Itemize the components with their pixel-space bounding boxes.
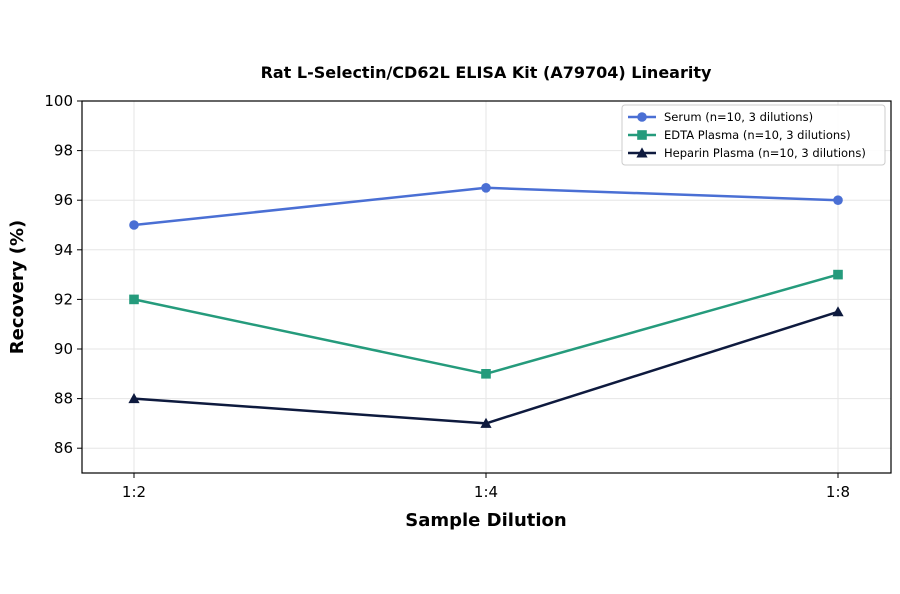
y-tick-label: 98 xyxy=(54,142,73,160)
series-1 xyxy=(129,183,843,230)
series-layer xyxy=(128,183,844,428)
legend-box xyxy=(621,104,886,166)
chart-title: Rat L-Selectin/CD62L ELISA Kit (A79704) … xyxy=(261,63,712,82)
y-tick-label: 100 xyxy=(44,92,73,110)
y-tick-label: 94 xyxy=(54,241,73,259)
data-point xyxy=(129,294,139,305)
y-tick-label: 90 xyxy=(54,340,73,358)
x-axis-title: Sample Dilution xyxy=(405,510,566,531)
data-point xyxy=(832,306,844,317)
data-point xyxy=(481,369,491,379)
legend-item: Heparin Plasma (n=10, 3 dilutions) xyxy=(628,146,866,160)
y-axis-title: Recovery (%) xyxy=(7,220,28,354)
legend-label: Serum (n=10, 3 dilutions) xyxy=(664,110,813,124)
data-point xyxy=(480,417,492,428)
legend-marker xyxy=(637,130,647,140)
legend-marker xyxy=(636,147,648,158)
legend-item: Serum (n=10, 3 dilutions) xyxy=(628,110,813,124)
legend: Serum (n=10, 3 dilutions) EDTA Plasma (n=… xyxy=(621,104,886,166)
x-tick-label: 1:4 xyxy=(474,483,498,501)
y-tick-label: 86 xyxy=(54,439,73,457)
data-point xyxy=(129,220,139,230)
x-tick-label: 1:8 xyxy=(826,483,850,501)
data-point xyxy=(833,269,843,280)
x-tick-label: 1:2 xyxy=(122,483,146,501)
y-axis: 86 88 90 92 94 96 98 100 xyxy=(44,92,82,457)
data-point xyxy=(481,183,491,193)
y-tick-label: 92 xyxy=(54,290,73,308)
y-tick-label: 88 xyxy=(54,390,73,408)
data-point xyxy=(833,195,843,205)
series-2 xyxy=(129,269,843,379)
legend-marker xyxy=(637,112,647,122)
legend-label: EDTA Plasma (n=10, 3 dilutions) xyxy=(664,128,851,142)
legend-label: Heparin Plasma (n=10, 3 dilutions) xyxy=(664,146,866,160)
series-3 xyxy=(128,306,844,428)
data-point xyxy=(128,393,140,404)
legend-item: EDTA Plasma (n=10, 3 dilutions) xyxy=(628,128,851,142)
y-tick-label: 96 xyxy=(54,191,73,209)
x-axis: 1:2 1:4 1:8 xyxy=(122,473,850,501)
